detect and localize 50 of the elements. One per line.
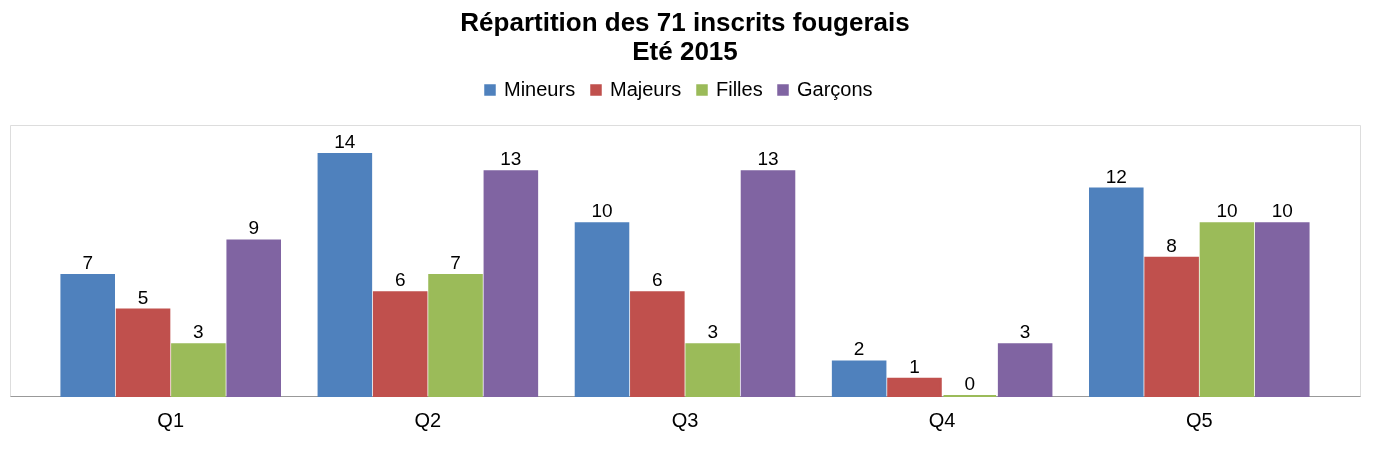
bar [831, 360, 887, 397]
data-label: 13 [757, 148, 779, 170]
bar [483, 170, 539, 397]
legend-label: Majeurs [610, 78, 682, 100]
bar [115, 308, 171, 397]
legend-label: Filles [716, 78, 763, 100]
bar [372, 291, 428, 397]
data-label: 5 [137, 286, 149, 308]
data-label: 3 [1019, 321, 1031, 343]
x-tick-label: Q4 [928, 408, 956, 431]
data-label: 10 [591, 200, 613, 222]
data-label: 6 [652, 269, 663, 291]
data-label: 2 [853, 338, 865, 360]
legend-label: Garçons [797, 78, 873, 100]
bar [1199, 222, 1255, 397]
data-label: 14 [334, 131, 356, 153]
bar [171, 343, 226, 397]
data-label: 12 [1105, 165, 1127, 187]
bar [1255, 222, 1310, 397]
bar [997, 343, 1053, 397]
bar [428, 274, 483, 397]
bar [1144, 256, 1199, 397]
bar [887, 377, 942, 397]
data-label: 3 [707, 321, 718, 343]
data-label: 10 [1271, 200, 1293, 222]
data-label: 3 [193, 321, 204, 343]
x-tick-label: Q3 [671, 408, 699, 431]
data-label: 0 [964, 373, 976, 394]
data-label: 13 [500, 148, 522, 170]
x-tick-label: Q2 [414, 408, 442, 431]
bar [630, 291, 685, 397]
data-label: 8 [1166, 234, 1177, 256]
bar [574, 222, 630, 397]
bar [226, 239, 281, 397]
x-tick-label: Q5 [1185, 408, 1213, 431]
bar [1089, 187, 1144, 397]
data-label: 10 [1216, 200, 1238, 222]
bar [685, 343, 740, 397]
bar [60, 274, 115, 397]
chart-title: Répartition des 71 inscrits fougerais [460, 7, 910, 37]
data-label: 9 [248, 217, 260, 239]
bar [317, 153, 373, 397]
chart-subtitle: Eté 2015 [632, 36, 738, 66]
data-label: 6 [394, 269, 406, 291]
data-label: 7 [82, 252, 93, 274]
data-label: 7 [450, 252, 461, 274]
bar [740, 170, 796, 397]
data-label: 1 [909, 355, 920, 377]
legend-label: Mineurs [504, 78, 576, 100]
x-tick-label: Q1 [157, 408, 185, 431]
